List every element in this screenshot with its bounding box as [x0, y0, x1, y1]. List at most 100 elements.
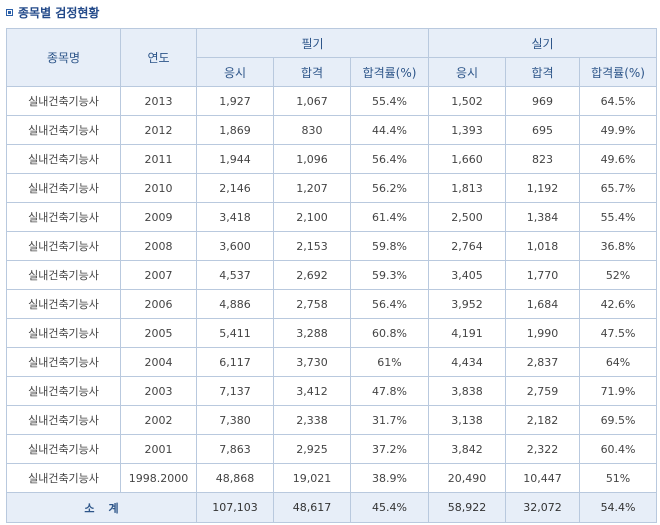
cell-year: 2012	[120, 115, 197, 145]
cell-practical-rate: 49.9%	[579, 115, 658, 145]
cell-practical-applicants: 4,191	[428, 318, 507, 348]
cell-year: 2001	[120, 434, 197, 464]
cell-practical-rate: 51%	[579, 463, 658, 493]
total-row: 소계 107,103 48,617 45.4% 58,922 32,072 54…	[6, 492, 658, 523]
cell-written-applicants: 4,886	[196, 289, 274, 319]
cell-practical-rate: 64.5%	[579, 86, 658, 116]
cell-written-passed: 2,692	[273, 260, 351, 290]
cell-practical-rate: 36.8%	[579, 231, 658, 261]
cell-practical-applicants: 1,660	[428, 144, 507, 174]
cell-year: 2004	[120, 347, 197, 377]
cell-year: 1998.2000	[120, 463, 197, 493]
col-header-practical-applicants: 응시	[428, 57, 507, 87]
cell-written-passed: 19,021	[273, 463, 351, 493]
cell-written-rate: 44.4%	[349, 115, 430, 145]
cell-written-applicants: 4,537	[196, 260, 274, 290]
cell-written-passed: 2,338	[273, 405, 351, 435]
table-row: 실내건축기능사 2002 7,380 2,338 31.7% 3,138 2,182 69.5…	[6, 405, 658, 435]
cell-written-rate: 60.8%	[349, 318, 430, 348]
cell-practical-rate: 47.5%	[579, 318, 658, 348]
cell-practical-applicants: 3,952	[428, 289, 507, 319]
cell-practical-passed: 1,018	[505, 231, 581, 261]
cell-practical-passed: 969	[505, 86, 581, 116]
total-practical-passed: 32,072	[505, 492, 581, 523]
table-body: 실내건축기능사 2013 1,927 1,067 55.4% 1,502 969 64.5% 실…	[6, 86, 658, 493]
cell-name: 실내건축기능사	[6, 289, 121, 319]
cell-practical-rate: 71.9%	[579, 376, 658, 406]
cell-year: 2005	[120, 318, 197, 348]
cell-practical-passed: 10,447	[505, 463, 581, 493]
table-row: 실내건축기능사 2007 4,537 2,692 59.3% 3,405 1,770 52%	[6, 260, 658, 290]
cell-name: 실내건축기능사	[6, 405, 121, 435]
cell-written-passed: 1,096	[273, 144, 351, 174]
cell-written-applicants: 1,927	[196, 86, 274, 116]
cell-year: 2002	[120, 405, 197, 435]
cell-practical-passed: 1,192	[505, 173, 581, 203]
cell-practical-applicants: 1,393	[428, 115, 507, 145]
cell-practical-rate: 49.6%	[579, 144, 658, 174]
table-row: 실내건축기능사 2009 3,418 2,100 61.4% 2,500 1,384 55.4…	[6, 202, 658, 232]
cell-written-rate: 56.4%	[349, 289, 430, 319]
cell-written-rate: 56.2%	[349, 173, 430, 203]
cell-practical-passed: 823	[505, 144, 581, 174]
cell-written-passed: 2,925	[273, 434, 351, 464]
cell-written-applicants: 5,411	[196, 318, 274, 348]
col-header-year: 연도	[120, 28, 197, 87]
cell-year: 2010	[120, 173, 197, 203]
cell-written-applicants: 3,418	[196, 202, 274, 232]
cell-year: 2006	[120, 289, 197, 319]
col-header-written-passed: 합격	[273, 57, 351, 87]
cell-name: 실내건축기능사	[6, 434, 121, 464]
cell-name: 실내건축기능사	[6, 115, 121, 145]
cell-written-applicants: 48,868	[196, 463, 274, 493]
cell-practical-passed: 695	[505, 115, 581, 145]
cell-written-rate: 61%	[349, 347, 430, 377]
total-written-passed: 48,617	[273, 492, 351, 523]
cell-written-rate: 59.3%	[349, 260, 430, 290]
col-header-written-rate: 합격률(%)	[349, 57, 430, 87]
cell-practical-applicants: 1,502	[428, 86, 507, 116]
table-row: 실내건축기능사 2011 1,944 1,096 56.4% 1,660 823 49.6%	[6, 144, 658, 174]
cell-practical-rate: 55.4%	[579, 202, 658, 232]
table-row: 실내건축기능사 2008 3,600 2,153 59.8% 2,764 1,018 36.8…	[6, 231, 658, 261]
cell-written-rate: 31.7%	[349, 405, 430, 435]
cell-written-applicants: 2,146	[196, 173, 274, 203]
col-group-practical: 실기	[428, 28, 658, 58]
cell-practical-rate: 65.7%	[579, 173, 658, 203]
total-label: 소계	[6, 492, 197, 523]
cell-year: 2003	[120, 376, 197, 406]
cell-written-passed: 830	[273, 115, 351, 145]
cell-name: 실내건축기능사	[6, 376, 121, 406]
cell-practical-applicants: 3,138	[428, 405, 507, 435]
bullet-square-icon	[6, 8, 13, 16]
cell-year: 2007	[120, 260, 197, 290]
table-row: 실내건축기능사 2010 2,146 1,207 56.2% 1,813 1,192 65.7…	[6, 173, 658, 203]
cell-name: 실내건축기능사	[6, 202, 121, 232]
cell-written-passed: 1,067	[273, 86, 351, 116]
cell-written-passed: 3,288	[273, 318, 351, 348]
col-header-written-applicants: 응시	[196, 57, 274, 87]
cell-written-applicants: 7,137	[196, 376, 274, 406]
cell-practical-passed: 2,837	[505, 347, 581, 377]
cell-written-rate: 56.4%	[349, 144, 430, 174]
cell-practical-passed: 1,990	[505, 318, 581, 348]
cell-written-passed: 2,100	[273, 202, 351, 232]
cell-practical-applicants: 2,500	[428, 202, 507, 232]
cell-name: 실내건축기능사	[6, 86, 121, 116]
cell-written-passed: 2,758	[273, 289, 351, 319]
cell-written-applicants: 1,944	[196, 144, 274, 174]
cell-written-passed: 1,207	[273, 173, 351, 203]
cell-name: 실내건축기능사	[6, 347, 121, 377]
cell-practical-passed: 1,384	[505, 202, 581, 232]
table-row: 실내건축기능사 2005 5,411 3,288 60.8% 4,191 1,990 47.5…	[6, 318, 658, 348]
cell-written-rate: 59.8%	[349, 231, 430, 261]
cell-name: 실내건축기능사	[6, 144, 121, 174]
col-group-written: 필기	[195, 28, 430, 58]
cell-practical-applicants: 4,434	[428, 347, 507, 377]
table-row: 실내건축기능사 2003 7,137 3,412 47.8% 3,838 2,759 71.9…	[6, 376, 658, 406]
cell-practical-applicants: 20,490	[428, 463, 507, 493]
cell-practical-applicants: 3,405	[428, 260, 507, 290]
table-row: 실내건축기능사 2013 1,927 1,067 55.4% 1,502 969 64.5%	[6, 86, 658, 116]
cell-practical-applicants: 3,838	[428, 376, 507, 406]
cell-written-rate: 47.8%	[349, 376, 430, 406]
